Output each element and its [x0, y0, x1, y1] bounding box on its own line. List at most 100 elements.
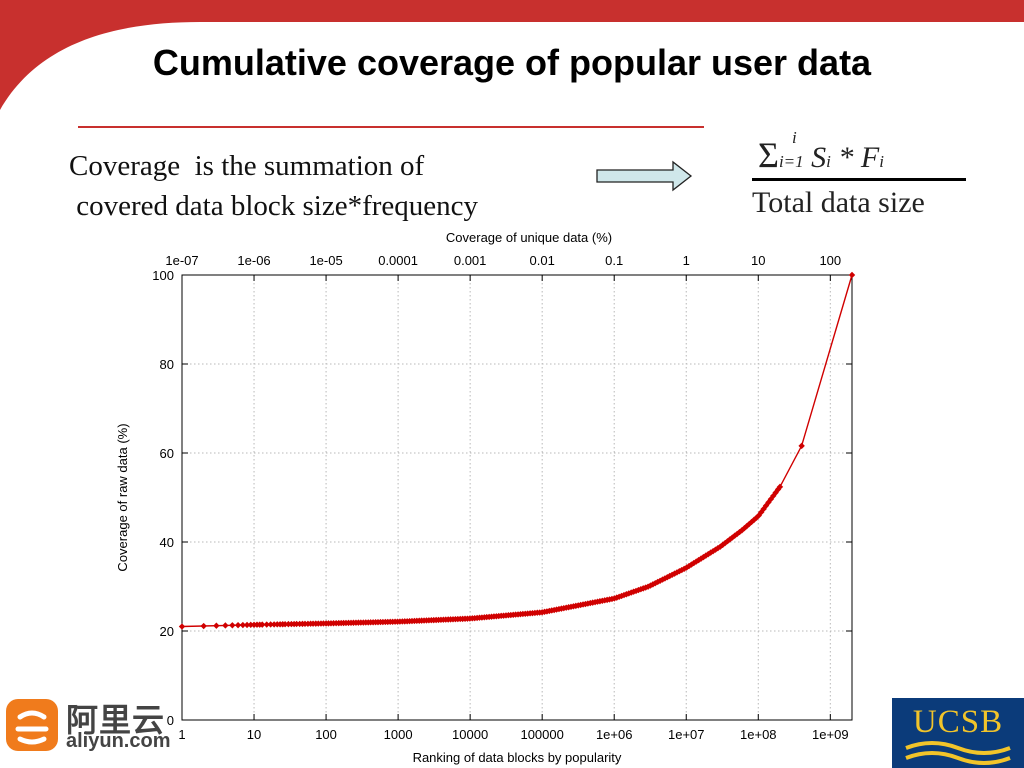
title-rule	[78, 126, 704, 128]
series-marker	[748, 518, 755, 526]
x2-tick-label: 10	[751, 253, 765, 268]
corner-swoosh	[0, 0, 200, 110]
series-marker	[267, 621, 274, 628]
aliyun-domain: aliyun.com	[66, 730, 171, 752]
aliyun-chinese-name: 阿里云	[66, 701, 166, 739]
body-line-2: covered data block size*frequency	[69, 190, 479, 222]
x-tick-label: 1e+07	[668, 727, 705, 742]
x2-tick-label: 1	[683, 253, 690, 268]
y-tick-label: 40	[160, 535, 174, 550]
series-marker	[738, 527, 746, 534]
series-marker	[647, 582, 654, 589]
x2-tick-label: 100	[819, 253, 841, 268]
series-marker	[736, 528, 743, 536]
coverage-series-line	[181, 274, 853, 628]
y-tick-label: 100	[152, 268, 174, 283]
series-marker	[721, 539, 729, 547]
x2-tick-label: 0.01	[530, 253, 555, 268]
y-axis-label: Coverage of raw data (%)	[115, 423, 130, 571]
series-marker	[798, 442, 805, 450]
x2-tick-label: 1e-05	[309, 253, 342, 268]
x2-tick-label: 0.1	[605, 253, 623, 268]
series-marker	[654, 578, 661, 586]
x2-tick-label: 1e-07	[165, 253, 198, 268]
formula-times-f: * F	[830, 141, 880, 174]
series-marker	[656, 577, 664, 584]
ucsb-logo: UCSB	[892, 698, 1024, 768]
body-line-1: Coverage is the summation of	[69, 150, 425, 182]
series-marker	[731, 532, 738, 539]
series-marker	[765, 499, 772, 506]
slide-title: Cumulative coverage of popular user data	[152, 42, 872, 83]
series-marker	[729, 534, 736, 541]
x-axis-label: Ranking of data blocks by popularity	[413, 750, 622, 765]
aliyun-cloud-icon	[6, 699, 58, 751]
series-marker	[745, 520, 753, 528]
x-tick-label: 100	[315, 727, 337, 742]
x-tick-label: 1e+06	[596, 727, 633, 742]
series-marker	[776, 483, 784, 491]
series-marker	[695, 556, 702, 564]
y-tick-label: 0	[167, 713, 174, 728]
series-marker	[685, 562, 693, 570]
series-marker	[659, 576, 666, 583]
formula-s-index: i	[826, 152, 831, 171]
series-marker	[848, 271, 856, 279]
series-marker	[719, 541, 726, 549]
right-arrow-icon	[596, 160, 693, 192]
series-marker	[673, 569, 681, 576]
series-marker	[623, 591, 630, 598]
formula-upper-limit: i	[792, 128, 797, 147]
series-marker	[259, 621, 266, 628]
aliyun-logo: 阿里云 aliyun.com	[4, 697, 188, 757]
series-marker	[714, 544, 722, 552]
top-red-band	[0, 0, 1024, 22]
y-tick-label: 60	[160, 446, 174, 461]
series-marker	[644, 583, 652, 590]
y-tick-label: 80	[160, 357, 174, 372]
series-marker	[628, 589, 635, 596]
series-marker	[625, 590, 633, 597]
x-tick-label: 100000	[520, 727, 563, 742]
plot-frame	[181, 274, 853, 721]
top-axis-label: Coverage of unique data (%)	[446, 230, 612, 245]
series-marker	[229, 622, 236, 629]
series-marker	[178, 623, 186, 630]
series-marker	[243, 621, 251, 629]
series-marker	[222, 622, 229, 629]
formula-lower-limit: i=1	[778, 152, 804, 171]
x-tick-label: 1e+09	[812, 727, 849, 742]
series-marker	[247, 621, 254, 629]
x-tick-label: 1e+08	[740, 727, 777, 742]
formula-f-index: i	[879, 152, 884, 171]
x-tick-label: 1000	[384, 727, 413, 742]
series-marker	[767, 495, 775, 503]
series-marker	[281, 620, 289, 628]
series-marker	[611, 595, 618, 602]
x-tick-label: 1	[178, 727, 185, 742]
body-text: Coverage is the summation of covered dat…	[69, 146, 478, 226]
series-marker	[726, 536, 734, 543]
series-marker	[676, 568, 683, 575]
series-layer	[178, 271, 856, 630]
formula-s: S	[811, 141, 827, 174]
series-marker	[755, 512, 763, 519]
series-marker	[263, 621, 270, 628]
series-marker	[234, 621, 242, 629]
x-tick-label: 10	[247, 727, 261, 742]
series-marker	[762, 502, 770, 509]
series-marker	[239, 621, 247, 629]
series-marker	[213, 622, 220, 629]
ucsb-wave-icon	[905, 741, 1011, 765]
x-tick-label: 10000	[452, 727, 488, 742]
series-marker	[693, 558, 700, 565]
x2-tick-label: 0.0001	[378, 253, 418, 268]
series-marker	[683, 564, 690, 571]
series-marker	[772, 489, 779, 496]
ucsb-wordmark: UCSB	[912, 704, 1004, 740]
fraction-bar	[752, 178, 966, 181]
series-marker	[620, 591, 628, 599]
